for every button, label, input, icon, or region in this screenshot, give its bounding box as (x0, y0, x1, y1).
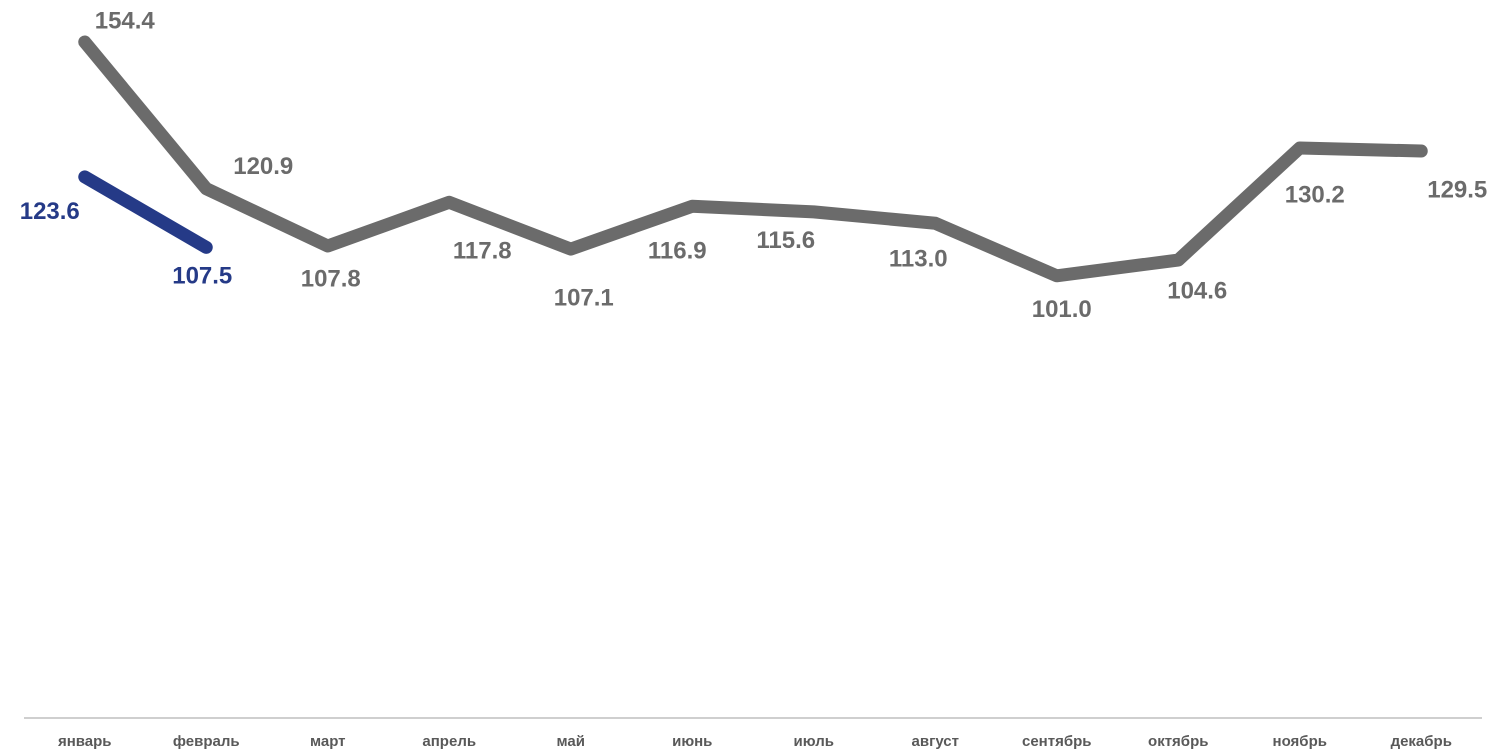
data-label: 107.1 (554, 284, 614, 311)
x-tick-label: февраль (173, 733, 240, 750)
data-label: 101.0 (1032, 296, 1092, 323)
data-label: 115.6 (756, 227, 815, 254)
series-line (78, 170, 213, 254)
x-tick-label: ноябрь (1273, 733, 1327, 750)
x-tick-label: март (310, 733, 346, 750)
series-line (78, 35, 1428, 283)
data-label: 120.9 (233, 153, 293, 180)
x-tick-label: октябрь (1148, 733, 1208, 750)
x-tick-label: июль (794, 733, 834, 750)
x-tick-label: январь (58, 733, 112, 750)
data-label: 129.5 (1427, 176, 1487, 203)
data-label: 107.5 (172, 263, 232, 290)
data-label: 123.6 (20, 198, 80, 225)
x-tick-label: декабрь (1391, 733, 1452, 750)
x-tick-label: май (557, 733, 585, 750)
data-label: 154.4 (95, 7, 156, 34)
x-tick-label: август (912, 733, 959, 750)
data-label: 130.2 (1285, 181, 1345, 208)
x-tick-label: июнь (672, 733, 712, 750)
x-tick-label: сентябрь (1022, 733, 1092, 750)
x-tick-label: апрель (422, 733, 476, 750)
data-label: 116.9 (648, 238, 707, 265)
data-label: 113.0 (889, 246, 948, 273)
data-label: 117.8 (453, 238, 512, 265)
data-label: 107.8 (301, 265, 361, 292)
data-label: 104.6 (1167, 277, 1227, 304)
